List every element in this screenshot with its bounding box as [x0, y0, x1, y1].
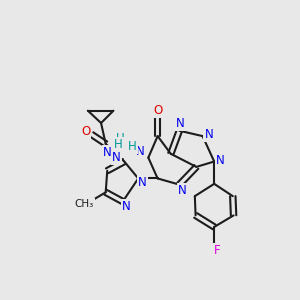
Text: N: N — [138, 176, 146, 189]
Text: H: H — [114, 138, 122, 151]
Text: F: F — [214, 244, 220, 257]
Text: N: N — [122, 200, 131, 213]
Text: N: N — [216, 154, 225, 167]
Text: O: O — [81, 125, 90, 138]
Text: O: O — [154, 104, 163, 117]
Text: N: N — [204, 128, 213, 141]
Text: N: N — [176, 117, 184, 130]
Text: N: N — [136, 145, 145, 158]
Text: H: H — [116, 132, 125, 145]
Text: N: N — [112, 151, 121, 164]
Text: N: N — [178, 184, 187, 197]
Text: H: H — [128, 140, 136, 153]
Text: N: N — [103, 146, 112, 159]
Text: CH₃: CH₃ — [74, 199, 94, 209]
